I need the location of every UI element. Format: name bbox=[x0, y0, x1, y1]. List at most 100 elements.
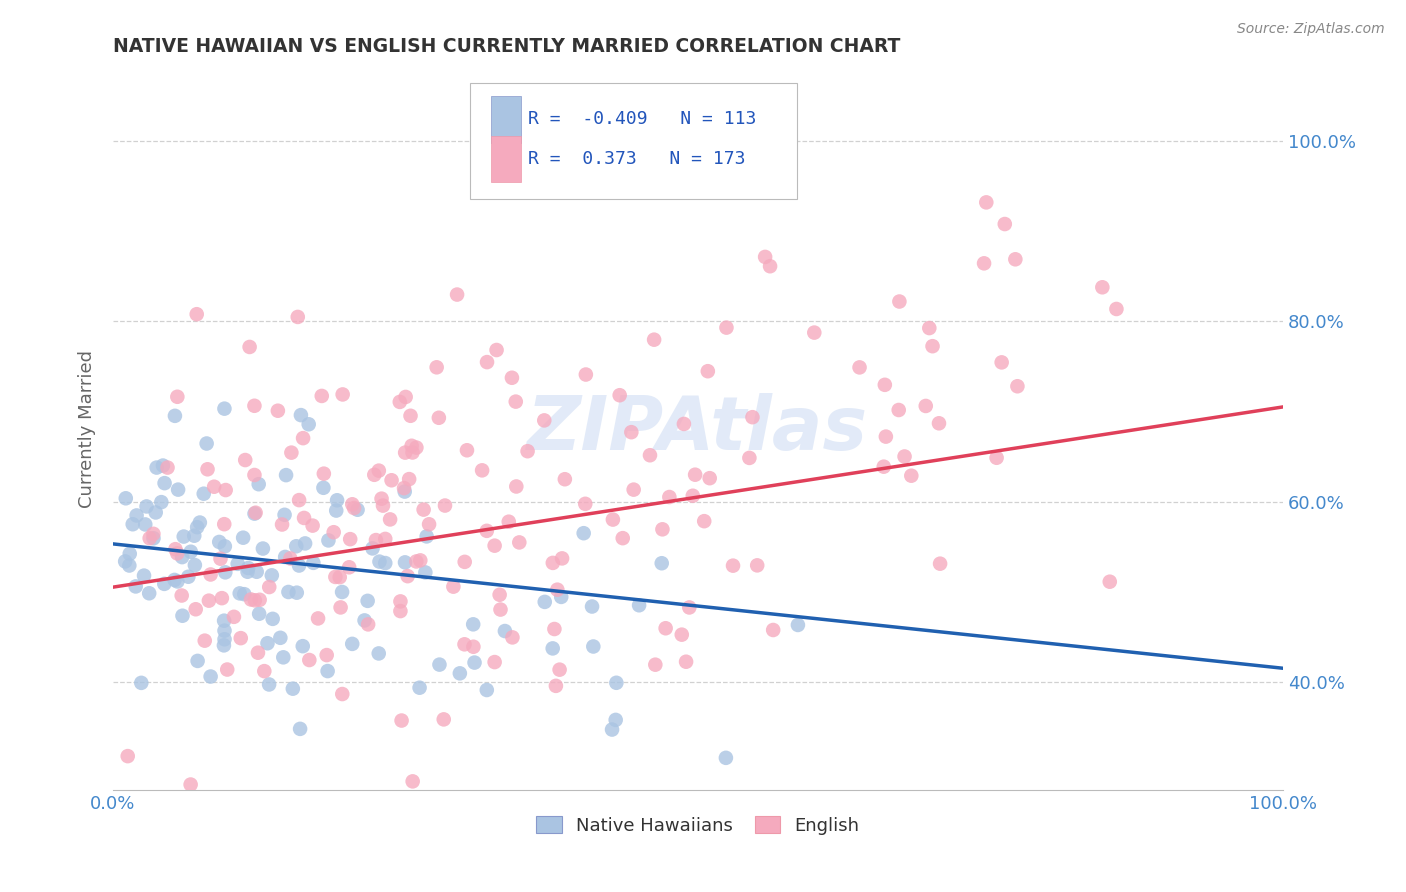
Point bbox=[214, 566, 236, 580]
Point bbox=[494, 624, 516, 638]
Point bbox=[114, 554, 136, 568]
Point bbox=[394, 484, 416, 499]
Point bbox=[378, 512, 401, 526]
Point bbox=[380, 473, 402, 487]
Point bbox=[489, 602, 512, 616]
Point bbox=[197, 462, 219, 476]
Point bbox=[288, 558, 311, 573]
Point bbox=[121, 517, 143, 532]
Point bbox=[408, 681, 430, 695]
Point bbox=[714, 751, 737, 765]
Point bbox=[361, 541, 384, 556]
Point bbox=[498, 515, 520, 529]
Point bbox=[208, 535, 231, 549]
Point bbox=[464, 656, 486, 670]
Point bbox=[973, 256, 995, 270]
Point bbox=[405, 441, 427, 455]
Point bbox=[271, 517, 294, 532]
Point bbox=[620, 425, 643, 439]
Point bbox=[193, 486, 215, 500]
Point bbox=[1105, 301, 1128, 316]
Point bbox=[285, 585, 308, 599]
Point bbox=[887, 403, 910, 417]
Point bbox=[271, 650, 294, 665]
Point bbox=[291, 639, 314, 653]
Point bbox=[307, 611, 329, 625]
Point bbox=[572, 526, 595, 541]
Point bbox=[873, 459, 896, 474]
Point bbox=[243, 399, 266, 413]
Point bbox=[329, 600, 352, 615]
Point bbox=[315, 648, 337, 662]
Point bbox=[165, 542, 187, 557]
Point bbox=[364, 533, 387, 547]
Point bbox=[396, 569, 419, 583]
Point bbox=[262, 612, 284, 626]
Point bbox=[142, 531, 165, 545]
Point bbox=[260, 568, 283, 582]
Point bbox=[186, 520, 208, 534]
Point bbox=[249, 592, 271, 607]
Point bbox=[153, 476, 176, 491]
Point bbox=[243, 593, 266, 607]
Point bbox=[433, 712, 456, 726]
Point bbox=[277, 585, 299, 599]
Point bbox=[609, 388, 631, 402]
Point bbox=[163, 573, 186, 587]
Point bbox=[253, 664, 276, 678]
Point bbox=[682, 489, 704, 503]
Point bbox=[672, 417, 695, 431]
Point bbox=[177, 570, 200, 584]
Point bbox=[401, 445, 423, 459]
Point bbox=[544, 679, 567, 693]
Point bbox=[475, 355, 498, 369]
Point bbox=[302, 556, 325, 570]
Point bbox=[546, 582, 568, 597]
Point bbox=[453, 637, 475, 651]
Point bbox=[848, 360, 870, 375]
Point bbox=[243, 468, 266, 483]
Point bbox=[398, 472, 420, 486]
Point bbox=[229, 586, 252, 600]
Point bbox=[247, 607, 270, 621]
Point bbox=[454, 555, 477, 569]
Point bbox=[900, 468, 922, 483]
Point bbox=[211, 591, 233, 606]
Point bbox=[194, 633, 217, 648]
Point bbox=[200, 567, 222, 582]
Point bbox=[581, 599, 603, 614]
Point bbox=[994, 217, 1017, 231]
Point bbox=[1004, 252, 1026, 267]
Point bbox=[541, 641, 564, 656]
Point bbox=[371, 499, 394, 513]
Point bbox=[195, 436, 218, 450]
Point bbox=[329, 570, 352, 584]
Point bbox=[166, 390, 188, 404]
Point bbox=[475, 524, 498, 538]
Point bbox=[605, 675, 627, 690]
Point bbox=[391, 714, 413, 728]
Point bbox=[117, 749, 139, 764]
Point bbox=[156, 460, 179, 475]
Point bbox=[582, 640, 605, 654]
Point bbox=[212, 614, 235, 628]
Point bbox=[392, 481, 415, 495]
Point bbox=[167, 483, 190, 497]
Point bbox=[356, 594, 378, 608]
Point bbox=[449, 666, 471, 681]
Point bbox=[602, 512, 624, 526]
Point bbox=[212, 517, 235, 532]
Point bbox=[269, 631, 291, 645]
Point bbox=[173, 530, 195, 544]
Point bbox=[974, 195, 997, 210]
Point bbox=[166, 574, 188, 589]
Point bbox=[747, 558, 769, 573]
Point bbox=[183, 529, 205, 543]
Point bbox=[389, 594, 412, 608]
Point bbox=[501, 370, 523, 384]
Point bbox=[389, 604, 412, 618]
Point bbox=[142, 526, 165, 541]
Point bbox=[118, 558, 141, 573]
Point bbox=[292, 511, 315, 525]
Point bbox=[426, 360, 449, 375]
